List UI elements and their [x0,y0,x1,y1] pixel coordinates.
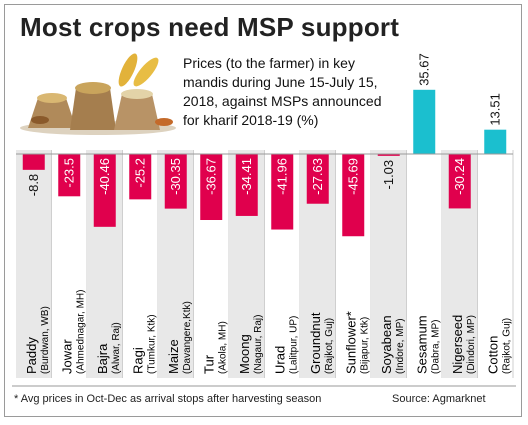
crop-name: Soyabean [379,315,394,374]
data-label: -41.96 [274,158,289,195]
bar [235,154,258,216]
mandi-name: (Rajkot, Guj) [324,318,335,374]
mandi-name: (Tumkur, Ktk) [146,314,157,374]
mandi-name: (Akola, MH) [217,321,228,374]
category-label: Tur(Akola, MH) [201,321,228,374]
category-label: Bajra(Alwar, Raj) [95,322,122,374]
crop-name: Urad [272,346,287,374]
crop-name: Jowar [59,339,74,374]
mandi-name: (Dindori, MP) [466,315,477,374]
mandi-name: (Alwar, Raj) [111,322,122,374]
crop-name: Tur [201,354,216,374]
data-label: 13.51 [487,93,502,126]
bar [93,154,116,227]
mandi-name: (Lalitpur, UP) [288,316,299,374]
data-label: -8.8 [26,174,41,196]
bar [129,154,152,200]
category-label: Urad(Lalitpur, UP) [272,316,299,374]
chart-frame [4,4,522,417]
category-label: Moong(Nagaur, Raj) [237,315,264,374]
data-label: -1.03 [381,160,396,190]
category-label: Sesamum(Dabra, MP) [414,315,441,374]
crop-name: Ragi [130,347,145,374]
category-label: Sunflower*(Bijapur, Ktk) [343,311,370,374]
bar [377,154,400,156]
category-label: Cotton(Rajkot, Guj) [485,318,512,374]
chart-title: Most crops need MSP support [20,12,400,42]
crop-name: Bajra [95,343,110,374]
data-label: -40.46 [97,158,112,195]
data-label: -30.35 [168,158,183,195]
crop-name: Moong [237,334,252,374]
data-label: -30.24 [452,158,467,195]
mandi-name: (Nagaur, Raj) [253,315,264,374]
data-label: 35.67 [416,53,431,86]
mandi-name: (Dabra, MP) [430,320,441,374]
bar [484,129,507,154]
data-label: -27.63 [310,158,325,195]
grains-illustration [20,53,176,135]
crop-name: Nigerseed [450,315,465,374]
mandi-name: (Davangere,Ktk) [182,301,193,374]
mandi-name: (Bijapur, Ktk) [359,317,370,374]
bar [413,89,436,154]
crop-name: Maize [166,339,181,374]
mandi-name: (Indore, MP) [395,318,406,374]
crop-name: Paddy [24,337,39,374]
crop-name: Groundnut [308,312,323,374]
bar [58,154,81,197]
crop-name: Sunflower* [343,311,358,374]
category-label: Ragi(Tumkur, Ktk) [130,314,157,374]
data-label: -34.41 [239,158,254,195]
column-stripe [16,150,52,378]
bar [271,154,294,230]
mandi-name: (Ahmednagar, MH) [75,290,86,374]
category-label: Paddy(Burdwan, WB) [24,306,51,374]
bar [164,154,187,209]
mandi-name: (Rajkot, Guj) [501,318,512,374]
category-label: Groundnut(Rajkot, Guj) [308,312,335,374]
bar [306,154,329,204]
data-label: -45.69 [345,158,360,195]
crop-name: Sesamum [414,315,429,374]
source-note: Source: Agmarknet [392,393,486,405]
chart-subtitle: Prices (to the farmer) in key mandis dur… [183,55,382,128]
bar [448,154,471,209]
bar [342,154,365,237]
category-label: Jowar(Ahmednagar, MH) [59,290,86,374]
category-label: Maize(Davangere,Ktk) [166,301,193,374]
footnote: * Avg prices in Oct-Dec as arrival stops… [14,393,322,405]
data-label: -23.5 [61,158,76,188]
bar [200,154,223,221]
data-label: -36.67 [203,158,218,195]
bar [22,154,45,170]
mandi-name: (Burdwan, WB) [40,306,51,374]
data-label: -25.2 [132,158,147,188]
column-stripe [371,150,407,378]
category-label: Nigerseed(Dindori, MP) [450,315,477,374]
crop-name: Cotton [485,336,500,374]
category-label: Soyabean(Indore, MP) [379,315,406,374]
